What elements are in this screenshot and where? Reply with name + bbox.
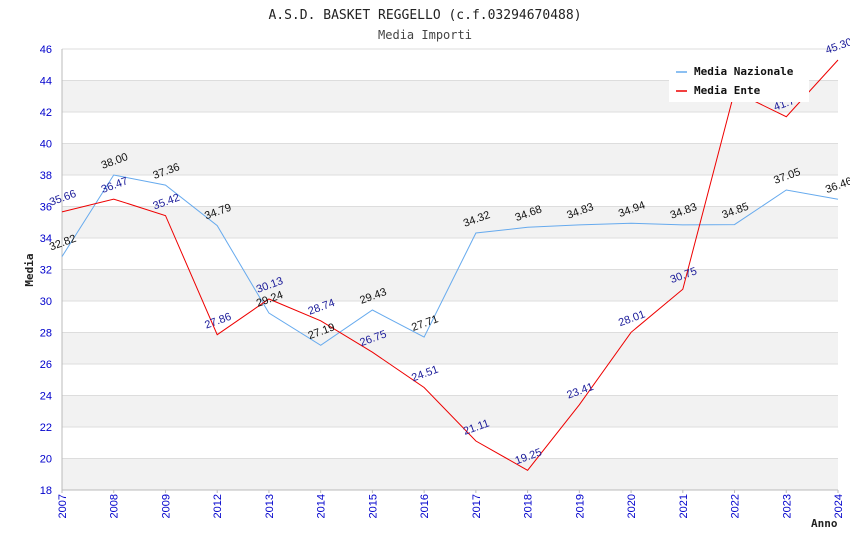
x-tick-label: 2017: [471, 494, 483, 518]
y-tick-label: 18: [40, 485, 52, 497]
y-tick-labels: 18 20 22 24 26 28 30 32 34 36 38 40 42 44 46: [40, 44, 52, 497]
y-tick-label: 22: [40, 422, 52, 434]
legend-label-media-ente: Media Ente: [694, 84, 761, 97]
x-tick-label: 2018: [523, 494, 535, 518]
series-lines: [61, 59, 839, 471]
x-tick-label: 2015: [367, 494, 379, 518]
x-tick-label: 2009: [160, 494, 172, 518]
y-tick-label: 30: [40, 296, 52, 308]
y-tick-label: 28: [40, 328, 52, 340]
background-band: [62, 143, 838, 175]
x-tick-label: 2008: [109, 494, 121, 518]
chart-subtitle: Media Importi: [378, 28, 472, 42]
y-tick-label: 32: [40, 265, 52, 277]
x-tick-label: 2007: [57, 494, 69, 518]
x-tick-label: 2012: [212, 494, 224, 518]
chart-title: A.S.D. BASKET REGGELLO (c.f.03294670488): [268, 8, 581, 23]
series-line-media-nazionale: [61, 174, 839, 346]
background-band: [62, 206, 838, 238]
x-tick-label: 2021: [678, 494, 690, 518]
background-band: [62, 427, 838, 459]
y-tick-label: 40: [40, 139, 52, 151]
x-tick-label: 2013: [264, 494, 276, 518]
x-tick-label: 2019: [574, 494, 586, 518]
x-axis-title: Anno: [811, 517, 838, 530]
y-tick-label: 44: [40, 76, 52, 88]
plot-background-bands: [62, 49, 838, 490]
background-band: [62, 395, 838, 427]
x-tick-label: 2016: [419, 494, 431, 518]
background-band: [62, 112, 838, 144]
x-tick-label: 2020: [626, 494, 638, 518]
y-tick-label: 34: [40, 233, 52, 245]
background-band: [62, 301, 838, 333]
y-tick-label: 38: [40, 170, 52, 182]
legend-label-media-nazionale: Media Nazionale: [694, 65, 794, 78]
y-tick-label: 36: [40, 202, 52, 214]
y-tick-label: 42: [40, 107, 52, 119]
series-line-media-ente: [61, 59, 839, 471]
background-band: [62, 238, 838, 270]
y-tick-label: 20: [40, 454, 52, 466]
x-tick-label: 2024: [833, 494, 845, 518]
y-tick-label: 26: [40, 359, 52, 371]
y-tick-label: 24: [40, 391, 52, 403]
background-band: [62, 332, 838, 364]
gridlines: [62, 48, 838, 491]
legend: Media Nazionale Media Ente: [669, 59, 809, 102]
y-axis-title: Media: [23, 253, 36, 286]
background-band: [62, 364, 838, 396]
y-tick-label: 46: [40, 44, 52, 56]
x-tick-label: 2023: [781, 494, 793, 518]
legend-box: [669, 59, 809, 102]
x-tick-labels: 2007 2008 2009 2012 2013 2014 2015 2016 2017 2018…: [57, 490, 845, 518]
x-tick-label: 2014: [316, 494, 328, 518]
x-tick-label: 2022: [730, 494, 742, 518]
background-band: [62, 458, 838, 490]
